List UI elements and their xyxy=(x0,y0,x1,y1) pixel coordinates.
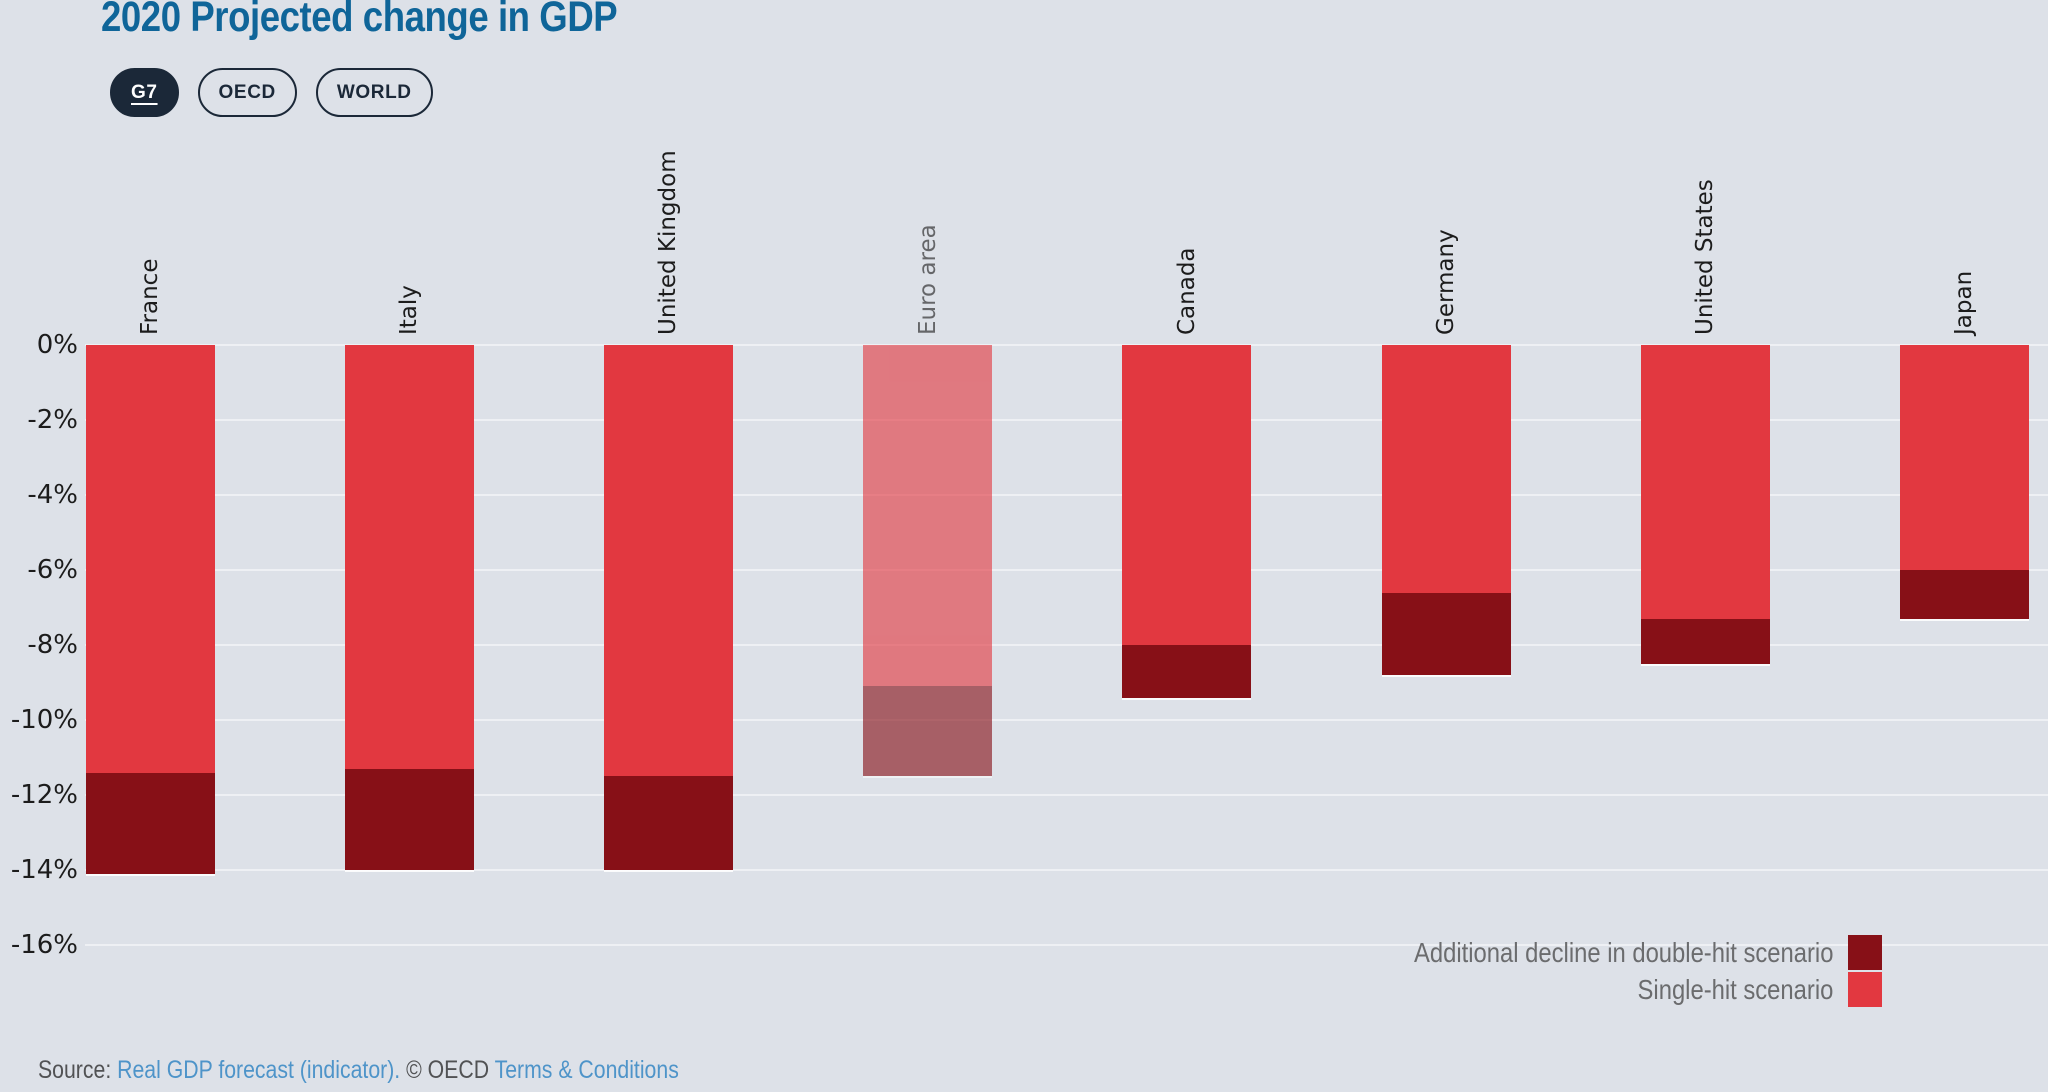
page-title-text: 2020 Projected change in GDP xyxy=(101,0,618,41)
country-label: United Kingdom xyxy=(655,150,682,335)
bar-group-france: France xyxy=(85,259,215,874)
y-gridline xyxy=(85,569,2048,571)
tab-world[interactable]: WORLD xyxy=(315,68,433,117)
source-text: Source: xyxy=(38,1056,118,1084)
legend-row: Additional decline in double-hit scenari… xyxy=(1340,935,1882,970)
y-gridline xyxy=(85,944,2048,946)
source-link[interactable]: Terms & Conditions xyxy=(494,1056,679,1084)
bar-segment-single-hit[interactable] xyxy=(1640,345,1770,619)
bar-segment-single-hit[interactable] xyxy=(863,345,993,687)
source-line-text: Source: Real GDP forecast (indicator). ©… xyxy=(38,1056,679,1085)
y-tick-label: -4% xyxy=(27,480,78,510)
source-link[interactable]: Real GDP forecast (indicator). xyxy=(117,1056,401,1084)
y-gridline xyxy=(85,494,2048,496)
y-tick-label: -10% xyxy=(10,705,78,735)
y-tick-label: -6% xyxy=(27,555,78,585)
bar-segment-double-hit-additional[interactable] xyxy=(344,768,474,870)
bar-segment-single-hit[interactable] xyxy=(603,345,733,777)
source-line: Source: Real GDP forecast (indicator). ©… xyxy=(38,1056,792,1085)
country-label: Japan xyxy=(1951,270,1978,335)
country-label: France xyxy=(137,258,163,335)
bar-segment-single-hit[interactable] xyxy=(85,345,215,773)
legend-swatch xyxy=(1848,935,1882,970)
bar-group-germany: Germany xyxy=(1381,229,1511,675)
bar-group-united-kingdom: United Kingdom xyxy=(603,150,733,870)
y-tick-label: -16% xyxy=(10,930,78,960)
y-gridline xyxy=(85,719,2048,721)
bar-segment-single-hit[interactable] xyxy=(344,345,474,769)
country-label: Canada xyxy=(1173,247,1200,335)
bar-segment-double-hit-additional[interactable] xyxy=(85,772,215,874)
bar-segment-double-hit-additional[interactable] xyxy=(1381,592,1511,675)
y-gridline xyxy=(85,794,2048,796)
bar-segment-single-hit[interactable] xyxy=(1899,345,2029,570)
bar-segment-single-hit[interactable] xyxy=(1122,345,1252,645)
y-tick-label: -14% xyxy=(10,855,78,885)
y-gridline xyxy=(85,419,2048,421)
region-tabs: G7 OECD WORLD xyxy=(110,68,433,117)
bar-segment-double-hit-additional[interactable] xyxy=(603,776,733,870)
y-gridline xyxy=(85,644,2048,646)
bar-segment-double-hit-additional[interactable] xyxy=(863,686,993,777)
bar-segment-double-hit-additional[interactable] xyxy=(1640,618,1770,664)
legend-label: Additional decline in double-hit scenari… xyxy=(1413,936,1833,968)
y-gridline xyxy=(85,344,2048,346)
bar-segment-single-hit[interactable] xyxy=(1381,345,1511,593)
tab-g7[interactable]: G7 xyxy=(110,68,179,117)
bar-segment-double-hit-additional[interactable] xyxy=(1899,570,2029,619)
y-tick-label: -12% xyxy=(10,780,78,810)
source-text: © OECD xyxy=(400,1056,495,1084)
legend-label: Single-hit scenario xyxy=(1637,973,1833,1005)
bar-group-united-states: United States xyxy=(1640,179,1770,664)
bar-group-canada: Canada xyxy=(1122,247,1252,698)
country-label: Germany xyxy=(1433,229,1459,335)
y-gridline xyxy=(85,869,2048,871)
country-label: Euro area xyxy=(914,224,941,335)
bar-group-euro-area: Euro area xyxy=(863,224,993,777)
y-tick-label: 0% xyxy=(36,330,78,360)
country-label: United States xyxy=(1692,179,1719,335)
bar-group-italy: Italy xyxy=(344,285,474,870)
bar-group-japan: Japan xyxy=(1899,271,2029,619)
tab-oecd[interactable]: OECD xyxy=(197,68,297,117)
legend-swatch xyxy=(1848,972,1882,1007)
bar-segment-double-hit-additional[interactable] xyxy=(1122,645,1252,698)
page-title: 2020 Projected change in GDP xyxy=(101,0,708,42)
country-label: Italy xyxy=(396,285,423,335)
y-tick-label: -8% xyxy=(27,630,78,660)
y-tick-label: -2% xyxy=(27,405,78,435)
legend-row: Single-hit scenario xyxy=(1603,972,1882,1007)
